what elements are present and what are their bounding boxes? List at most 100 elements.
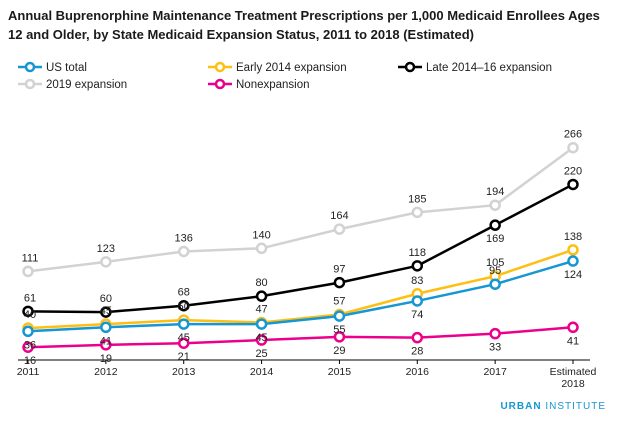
data-label: 41 (567, 335, 579, 347)
data-label: 138 (564, 231, 582, 243)
data-label: 140 (252, 229, 270, 241)
data-label: 21 (178, 351, 190, 363)
data-point (100, 339, 112, 351)
legend-swatch-marker (24, 61, 36, 73)
data-label: 61 (24, 292, 36, 304)
data-label: 40 (24, 309, 36, 321)
data-label: 29 (333, 345, 345, 357)
data-label: 16 (24, 355, 36, 367)
legend-item-2: Late 2014–16 expansion (398, 61, 552, 74)
legend-label: Nonexpansion (236, 79, 310, 91)
x-tick-label: 2016 (406, 366, 430, 378)
data-label: 45 (100, 305, 112, 317)
data-point (489, 199, 501, 211)
data-point (22, 341, 34, 353)
data-point (567, 255, 579, 267)
data-label: 47 (255, 303, 267, 315)
legend-label: Late 2014–16 expansion (426, 62, 552, 74)
data-point (333, 223, 346, 235)
data-label: 185 (408, 193, 426, 205)
data-point (567, 321, 579, 334)
data-point (255, 290, 268, 302)
x-tick-label: 2011 (17, 366, 40, 378)
legend-label: Early 2014 expansion (236, 62, 347, 74)
data-label: 45 (178, 332, 190, 344)
urban-institute-logo: URBAN INSTITUTE (500, 401, 606, 412)
data-label: 57 (333, 296, 345, 308)
x-tick-label: 2013 (172, 366, 196, 378)
data-point (411, 331, 424, 344)
data-label: 33 (489, 342, 501, 354)
data-point (411, 206, 424, 219)
data-label: 164 (330, 210, 348, 222)
series-points (22, 141, 579, 353)
x-tick-label: Estimated (550, 366, 597, 378)
data-label: 105 (486, 257, 504, 269)
data-point (489, 219, 501, 231)
data-point (22, 305, 34, 318)
data-label: 41 (100, 335, 112, 347)
data-label: 36 (24, 339, 36, 351)
brand-part-2: INSTITUTE (545, 401, 606, 412)
data-point (411, 295, 424, 307)
chart-title: Annual Buprenorphine Maintenance Treatme… (8, 8, 600, 42)
data-point (333, 310, 346, 322)
data-label: 50 (178, 301, 190, 313)
legend-swatch-marker (214, 61, 226, 73)
series-line-4 (27, 326, 574, 349)
data-label: 266 (564, 129, 582, 141)
data-label: 74 (411, 309, 423, 321)
data-point (567, 178, 579, 191)
data-point (177, 299, 190, 312)
x-axis: 2011 2012 2013 2014 2015 2016 2017 Estimated201… (17, 359, 597, 390)
data-point (22, 325, 34, 338)
data-point (100, 321, 112, 334)
x-tick-label: 2017 (483, 366, 507, 378)
data-label: 169 (486, 233, 504, 245)
data-label: 111 (22, 252, 39, 264)
data-label: 124 (564, 269, 582, 281)
data-label: 25 (255, 348, 267, 360)
legend: US total Early 2014 expansion Late 2014–16… (18, 61, 552, 91)
data-label: 80 (255, 277, 267, 289)
data-label: 123 (97, 243, 115, 255)
legend-swatch-marker (24, 78, 36, 90)
legend-swatch-marker (214, 78, 226, 90)
data-point (333, 276, 346, 289)
legend-label: 2019 expansion (46, 79, 127, 91)
data-point (100, 256, 112, 268)
x-tick-label: 2015 (328, 366, 352, 378)
data-point (255, 318, 268, 330)
data-label: 28 (411, 346, 423, 358)
legend-item-0: US total (18, 61, 87, 74)
data-label: 19 (100, 353, 112, 365)
data-label: 97 (333, 264, 345, 276)
data-point (411, 260, 424, 272)
data-label: 60 (100, 293, 112, 305)
data-point (567, 141, 579, 154)
series-lines (27, 146, 574, 349)
legend-swatch-marker (404, 61, 416, 73)
data-point (100, 306, 112, 318)
x-tick-label: 2012 (94, 366, 118, 378)
data-point (489, 278, 501, 290)
legend-item-4: Nonexpansion (208, 78, 310, 91)
data-point (177, 318, 190, 330)
data-label: 68 (178, 287, 190, 299)
data-point (255, 242, 268, 255)
series-line-1 (27, 248, 574, 330)
data-point (567, 244, 579, 256)
series-line-0 (27, 259, 574, 333)
legend-item-1: Early 2014 expansion (208, 61, 347, 74)
data-point (489, 327, 501, 340)
x-tick-label: 2014 (250, 366, 274, 378)
data-label: 45 (255, 332, 267, 344)
data-point (177, 245, 190, 258)
data-label: 83 (411, 275, 423, 287)
data-label: 55 (333, 324, 345, 336)
data-label: 136 (175, 232, 193, 244)
data-label: 194 (486, 186, 504, 198)
series-line-3 (27, 146, 574, 273)
